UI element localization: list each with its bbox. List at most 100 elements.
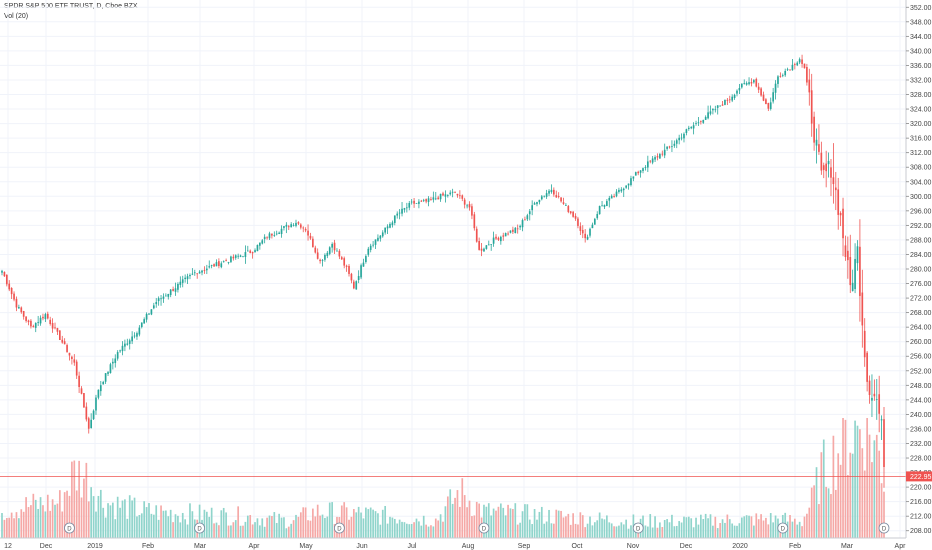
volume-bar bbox=[449, 489, 452, 538]
volume-bar bbox=[733, 525, 736, 538]
volume-bar bbox=[140, 513, 143, 538]
price-tick-label: 324.00 bbox=[910, 107, 932, 114]
candle-body bbox=[186, 276, 189, 280]
volume-bar bbox=[213, 523, 215, 538]
volume-bar bbox=[169, 509, 172, 538]
time-tick-label: Jun bbox=[356, 543, 367, 550]
volume-bar bbox=[37, 508, 39, 538]
candle-body bbox=[485, 245, 488, 249]
volume-bar bbox=[152, 514, 155, 538]
candle-body bbox=[278, 232, 280, 235]
candle-body bbox=[733, 94, 736, 98]
volume-bar bbox=[328, 502, 331, 538]
volume-bar bbox=[379, 524, 382, 538]
candle-body bbox=[338, 250, 341, 257]
volume-bar bbox=[266, 517, 268, 538]
candle-body bbox=[492, 237, 495, 244]
candle-body bbox=[543, 195, 546, 197]
candle-body bbox=[150, 309, 153, 315]
time-axis: 12 Dec 2019 Feb Mar Apr May Jun Jul Aug Sep Oct Nov D… bbox=[0, 537, 906, 550]
candle-body bbox=[333, 242, 336, 251]
price-tick-label: 352.00 bbox=[910, 5, 932, 12]
candle-body bbox=[316, 252, 319, 259]
candle-body bbox=[497, 237, 500, 240]
dividend-marker-label: D bbox=[482, 527, 487, 533]
volume-bar bbox=[545, 521, 548, 538]
volume-bar bbox=[126, 518, 129, 538]
volume-bar bbox=[20, 509, 23, 538]
volume-bar bbox=[314, 516, 317, 538]
candle-body bbox=[71, 356, 73, 360]
volume-bar bbox=[854, 420, 856, 538]
candle-body bbox=[128, 340, 131, 344]
volume-bar bbox=[736, 525, 738, 538]
candle-body bbox=[598, 206, 601, 215]
candle-body bbox=[109, 364, 112, 373]
time-tick-label: Mar bbox=[841, 543, 854, 550]
candle-body bbox=[10, 287, 13, 295]
candle-body bbox=[627, 183, 630, 186]
volume-bar bbox=[49, 510, 52, 538]
volume-bar bbox=[362, 518, 365, 538]
volume-bar bbox=[92, 496, 95, 538]
candle-body bbox=[832, 177, 835, 185]
volume-bar bbox=[755, 513, 758, 538]
volume-bar bbox=[871, 462, 873, 538]
candle-body bbox=[755, 78, 758, 87]
candle-body bbox=[406, 207, 408, 209]
candle-body bbox=[509, 230, 512, 233]
candle-body bbox=[410, 201, 413, 203]
volume-bar bbox=[365, 507, 367, 538]
volume-bar bbox=[215, 522, 218, 538]
candle-body bbox=[208, 266, 211, 268]
candle-body bbox=[422, 199, 425, 201]
volume-bar bbox=[61, 511, 64, 538]
candle-body bbox=[702, 119, 705, 123]
volume-bar bbox=[753, 525, 755, 538]
volume-bar bbox=[420, 525, 423, 538]
candle-body bbox=[44, 314, 47, 320]
volume-bar bbox=[95, 511, 97, 538]
candle-body bbox=[85, 406, 88, 420]
volume-bar bbox=[683, 516, 685, 538]
volume-bar bbox=[377, 513, 379, 538]
time-tick-label: Dec bbox=[680, 543, 693, 550]
candle-body bbox=[548, 190, 550, 194]
candle-body bbox=[56, 327, 59, 332]
volume-bar bbox=[401, 521, 403, 538]
volume-bar bbox=[856, 425, 859, 538]
time-tick-label: Sep bbox=[518, 543, 531, 550]
candle-body bbox=[116, 352, 119, 359]
volume-bar bbox=[473, 515, 476, 538]
volume-bar bbox=[104, 517, 107, 538]
price-tick-label: 316.00 bbox=[910, 136, 932, 143]
candle-body bbox=[675, 140, 678, 144]
volume-bar bbox=[434, 518, 437, 538]
volume-bar bbox=[167, 516, 170, 538]
volume-bar bbox=[275, 522, 278, 538]
candle-body bbox=[157, 298, 160, 302]
candle-body bbox=[352, 281, 355, 289]
price-tick-label: 288.00 bbox=[910, 237, 932, 244]
volume-bar bbox=[249, 515, 252, 538]
candle-body bbox=[148, 313, 150, 315]
volume-bar bbox=[18, 518, 20, 538]
candle-body bbox=[442, 193, 444, 196]
volume-bar bbox=[560, 510, 562, 538]
candle-body bbox=[700, 121, 702, 123]
candle-body bbox=[726, 99, 729, 101]
volume-bar bbox=[673, 526, 676, 538]
volume-bar bbox=[791, 521, 794, 538]
volume-bar bbox=[63, 492, 66, 538]
candle-body bbox=[340, 257, 343, 260]
dividend-marker bbox=[632, 522, 644, 534]
volume-bar bbox=[483, 504, 485, 538]
volume-bar bbox=[562, 517, 565, 538]
volume-bar bbox=[109, 505, 112, 538]
volume-bar bbox=[271, 516, 273, 538]
volume-bar bbox=[391, 517, 394, 538]
candle-body bbox=[574, 215, 577, 219]
volume-bar bbox=[767, 524, 770, 538]
volume-bar bbox=[319, 515, 321, 538]
